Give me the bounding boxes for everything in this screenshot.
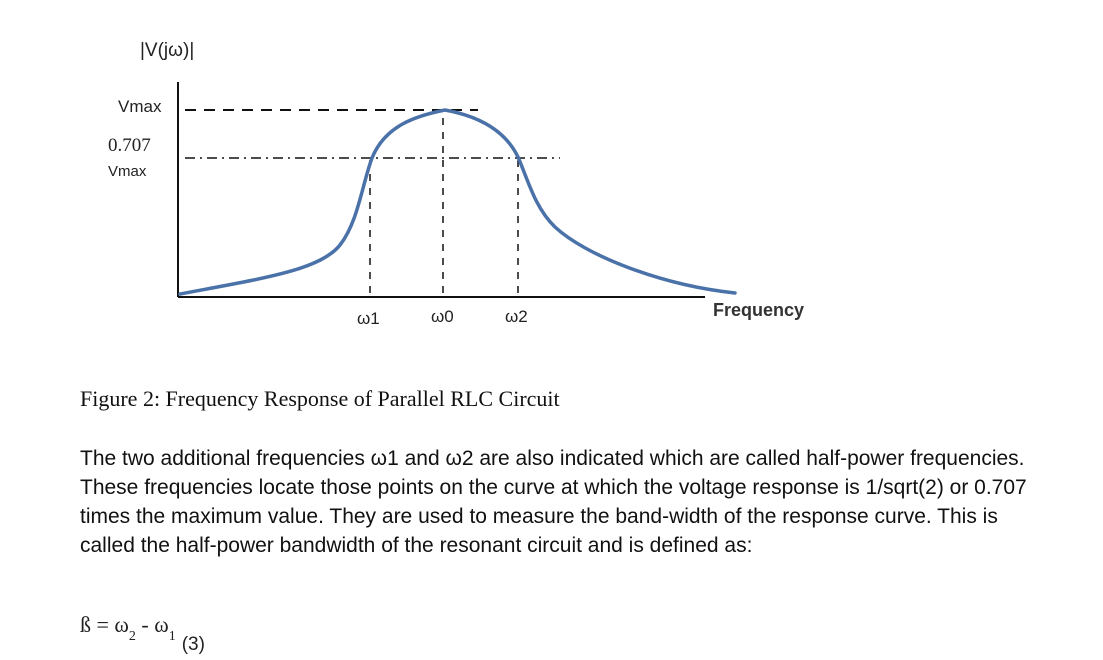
equation-subscript-1: 1 (168, 629, 176, 644)
x-axis-label: Frequency (713, 300, 804, 320)
equation-lhs: ß = ω (80, 612, 129, 637)
half-power-vmax-label: Vmax (108, 163, 147, 180)
y-axis-label: |V(jω)| (140, 40, 194, 61)
omega1-tick-label: ω1 (357, 309, 380, 328)
omega2-tick-label: ω2 (505, 307, 528, 326)
equation-subscript-2: 2 (128, 629, 136, 644)
response-curve (178, 108, 737, 296)
equation-minus: - ω (135, 612, 169, 637)
omega0-tick-label: ω0 (431, 307, 454, 326)
frequency-response-figure: |V(jω)| Vmax 0.707 Vmax ω1 ω0 ω2 Frequen… (108, 40, 804, 328)
body-paragraph: The two additional frequencies ω1 and ω2… (80, 447, 1027, 557)
half-power-value-label: 0.707 (108, 135, 151, 156)
figure-caption: Figure 2: Frequency Response of Parallel… (80, 386, 560, 411)
vmax-label: Vmax (118, 97, 162, 116)
bandwidth-equation: ß = ω2 - ω1 (3) (80, 612, 205, 655)
equation-number: (3) (181, 634, 205, 655)
